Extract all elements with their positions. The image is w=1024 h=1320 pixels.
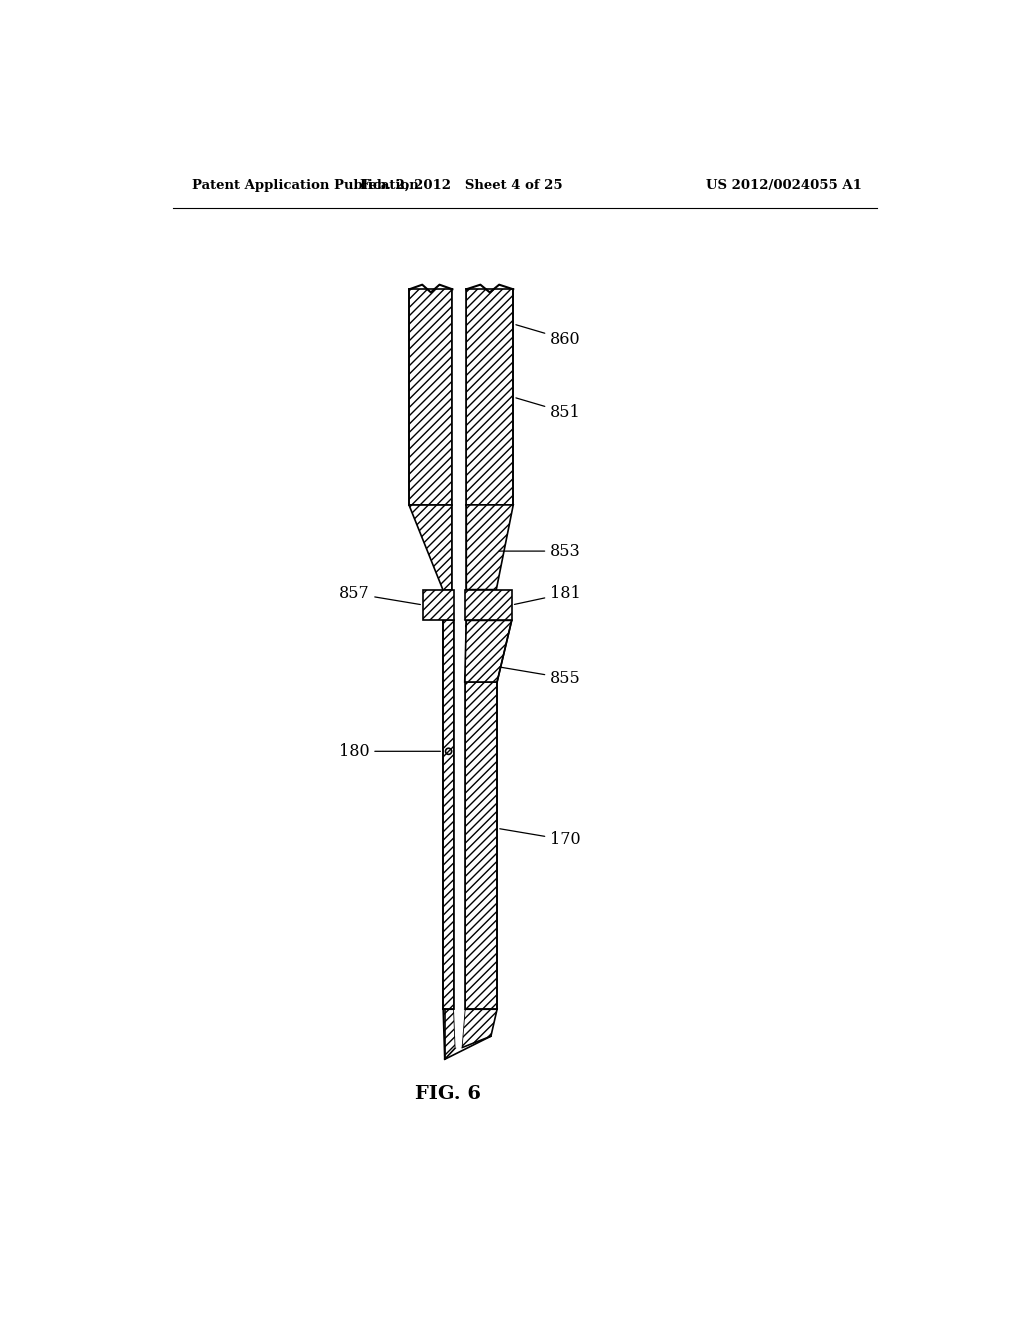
Text: 855: 855 [500,667,581,686]
Polygon shape [466,590,497,620]
Text: 857: 857 [339,585,421,605]
Text: FIG. 6: FIG. 6 [416,1085,481,1104]
Text: 180: 180 [339,743,440,760]
Polygon shape [465,620,512,682]
Bar [453,590,466,620]
Polygon shape [466,506,513,590]
Polygon shape [465,590,512,620]
Polygon shape [462,1010,497,1048]
Text: US 2012/0024055 A1: US 2012/0024055 A1 [707,178,862,191]
Bar [454,620,465,1010]
Bar [453,289,466,506]
Text: 853: 853 [499,543,581,560]
Polygon shape [443,590,453,620]
Polygon shape [423,590,454,620]
Bar [453,506,466,590]
Text: 181: 181 [514,585,581,605]
Polygon shape [443,1010,456,1059]
Text: 851: 851 [516,397,581,421]
Polygon shape [410,289,453,506]
Polygon shape [410,506,453,590]
Polygon shape [443,620,454,1010]
Polygon shape [465,682,497,1010]
Polygon shape [454,1010,465,1048]
Text: Patent Application Publication: Patent Application Publication [193,178,419,191]
Text: 860: 860 [516,325,581,348]
Polygon shape [466,289,513,506]
Text: Feb. 2, 2012   Sheet 4 of 25: Feb. 2, 2012 Sheet 4 of 25 [360,178,563,191]
Text: 170: 170 [500,829,581,849]
